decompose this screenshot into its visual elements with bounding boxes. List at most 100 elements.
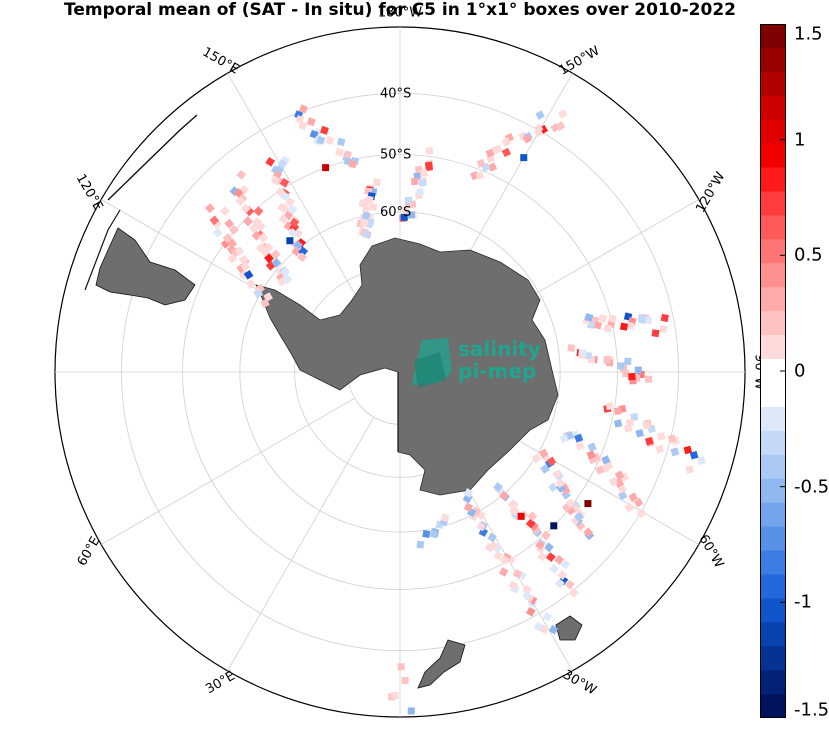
data-cell (287, 204, 298, 215)
data-cell (212, 227, 223, 238)
data-cell (608, 476, 619, 487)
colorbar: 1.5 1 0.5 0 -0.5 -1 -1.5 (760, 24, 829, 721)
data-cell (391, 692, 399, 700)
data-cell (475, 171, 485, 181)
data-cell (655, 444, 665, 454)
data-cell (548, 624, 559, 635)
data-cell (487, 162, 498, 172)
data-cell (362, 229, 371, 239)
data-cell (362, 205, 371, 214)
polar-map: salinity pi-mep 60°S 50°S 40°S 30°W 60°W 90°W… (54, 6, 761, 718)
data-cell (224, 218, 235, 229)
data-cell (548, 482, 558, 493)
colorbar-swatch (760, 311, 786, 336)
data-cell (557, 109, 568, 119)
data-cell (252, 217, 263, 227)
colorbar-swatch (760, 263, 786, 288)
lon-label: 30°W (560, 667, 599, 698)
data-cell (487, 532, 497, 543)
data-cell (660, 313, 669, 323)
lon-label: 120°E (73, 172, 106, 214)
data-cell (587, 442, 597, 452)
colorbar-swatch (760, 239, 786, 264)
colorbar-swatch (760, 71, 786, 97)
data-cell (656, 432, 666, 441)
data-cell (586, 450, 596, 460)
data-cell (416, 540, 425, 549)
data-cell (565, 498, 576, 509)
data-cell (537, 551, 548, 562)
data-cell (603, 356, 611, 364)
data-cell (535, 110, 545, 120)
data-cell (531, 453, 542, 464)
data-cell (614, 478, 624, 488)
colorbar-tick-label: 1 (794, 129, 806, 151)
lat-label: 40°S (380, 86, 411, 101)
data-cell (533, 128, 544, 138)
data-cell (270, 175, 281, 186)
data-cell (624, 424, 633, 433)
colorbar-swatch (760, 191, 786, 216)
lon-label: 90°W (752, 354, 761, 390)
data-cell (552, 469, 562, 480)
data-cell (286, 237, 294, 245)
colorbar-swatch (760, 694, 786, 718)
data-cell (488, 540, 499, 551)
data-cell (624, 502, 634, 513)
data-cell (525, 518, 536, 529)
colorbar-swatch (760, 550, 786, 575)
data-cell (535, 540, 546, 550)
data-cell (498, 567, 509, 577)
data-cell (234, 246, 245, 257)
data-cell (584, 313, 594, 322)
data-cell (560, 559, 571, 570)
colorbar-swatch (760, 215, 786, 240)
data-cell (335, 147, 344, 157)
data-cell (279, 177, 290, 188)
data-cell (559, 434, 569, 444)
data-cell (613, 407, 622, 416)
data-cell (526, 606, 536, 617)
data-cell (542, 612, 553, 622)
data-cell (554, 554, 565, 565)
data-cell (306, 117, 316, 127)
south-america (95, 227, 196, 306)
data-cell (491, 144, 501, 155)
data-cell (407, 707, 415, 715)
data-cell (550, 522, 558, 530)
data-cell (365, 195, 374, 204)
data-cell (416, 188, 424, 196)
data-cell (425, 146, 434, 155)
lon-label: 30°E (203, 669, 238, 698)
data-cell (613, 419, 623, 428)
data-cell (298, 104, 308, 114)
data-cell (359, 219, 369, 228)
data-cell (322, 164, 330, 172)
data-cell (598, 314, 608, 323)
data-cell (285, 197, 296, 208)
data-cell (593, 321, 603, 330)
data-cell (373, 178, 381, 187)
data-cell (476, 521, 486, 532)
colorbar-swatch (760, 406, 786, 432)
colorbar-swatch (760, 382, 786, 408)
data-cell (343, 150, 352, 159)
data-cell (608, 314, 617, 323)
data-cell (501, 147, 512, 158)
colorbar-swatch (760, 47, 786, 73)
data-cell (204, 203, 215, 214)
data-cell (422, 529, 431, 539)
data-cell (550, 122, 560, 133)
data-cell (243, 269, 254, 280)
data-cell (277, 159, 288, 169)
data-cell (642, 421, 651, 430)
colorbar-swatch (760, 502, 786, 528)
data-cell (291, 246, 302, 257)
lon-label: 60°E (75, 534, 104, 569)
data-cell (601, 455, 611, 465)
colorbar-swatch (760, 454, 786, 480)
data-cell (533, 621, 544, 632)
data-cell (628, 373, 636, 381)
data-cell (316, 135, 326, 145)
data-cell (400, 213, 408, 221)
